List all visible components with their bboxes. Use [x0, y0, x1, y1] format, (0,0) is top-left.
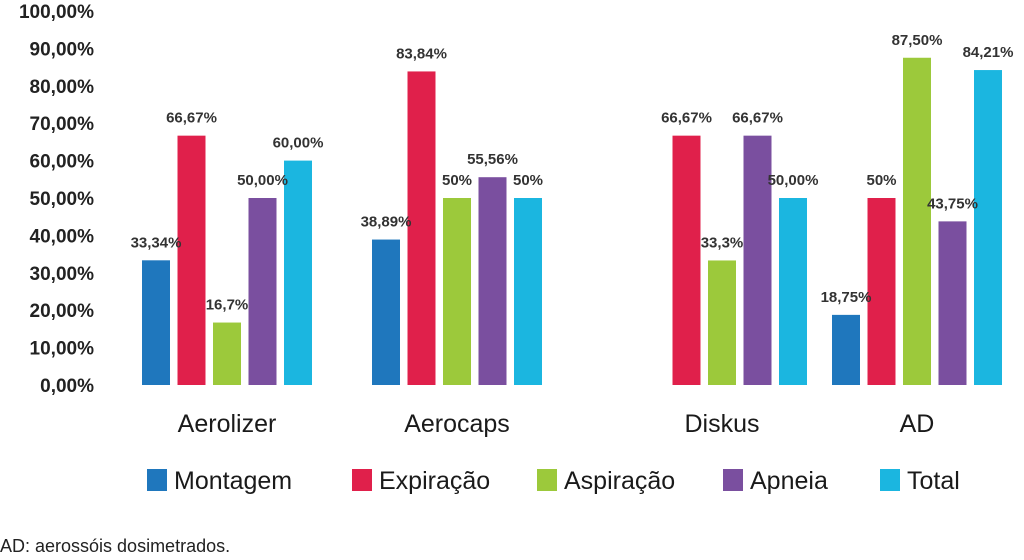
bar [443, 198, 471, 385]
data-label: 66,67% [166, 110, 217, 127]
bar [743, 135, 772, 385]
data-label: 50,00% [768, 172, 819, 189]
data-label: 38,89% [361, 214, 412, 231]
y-tick-label: 70,00% [30, 114, 95, 135]
data-label: 33,34% [131, 234, 182, 251]
data-label: 66,67% [732, 110, 783, 127]
data-label: 50% [513, 172, 543, 189]
y-tick-label: 80,00% [30, 77, 95, 98]
y-tick-label: 20,00% [30, 301, 95, 322]
legend-label: Aspiração [564, 467, 675, 495]
y-tick-label: 10,00% [30, 339, 95, 360]
y-tick-label: 50,00% [30, 189, 95, 210]
grouped-bar-chart: 0,00% 10,00% 20,00% 30,00% 40,00% 50,00% 60,00… [19, 2, 1014, 495]
legend: Montagem Expiração Aspiração Apneia Total [147, 467, 960, 495]
data-label: 66,67% [661, 110, 712, 127]
bar [142, 260, 170, 385]
bar [407, 71, 436, 385]
data-label: 83,84% [396, 45, 447, 62]
legend-swatch [723, 469, 743, 491]
legend-swatch [147, 469, 167, 491]
legend-label: Total [907, 467, 960, 495]
data-label: 18,75% [821, 289, 872, 306]
bar [974, 70, 1002, 386]
data-label: 55,56% [467, 151, 518, 168]
bar [832, 314, 860, 385]
bar [867, 198, 896, 385]
bar [514, 198, 542, 385]
data-label: 43,75% [927, 195, 978, 212]
bar [284, 160, 312, 385]
data-label: 60,00% [273, 135, 324, 152]
data-label: 50,00% [237, 172, 288, 189]
legend-swatch [880, 469, 900, 491]
y-tick-label: 100,00% [19, 2, 94, 23]
legend-label: Expiração [379, 467, 490, 495]
data-labels: 33,34% 38,89% 18,75% 66,67% 83,84% 66,67% 50% 1… [131, 32, 1014, 314]
data-label: 87,50% [892, 32, 943, 49]
data-label: 16,7% [206, 297, 249, 314]
bar [938, 221, 967, 385]
legend-label: Apneia [750, 467, 828, 495]
bar [672, 135, 701, 385]
bar [903, 57, 931, 385]
y-tick-label: 90,00% [30, 39, 95, 60]
y-tick-label: 60,00% [30, 152, 95, 173]
y-tick-label: 0,00% [40, 376, 94, 397]
bar [779, 198, 807, 385]
y-tick-label: 40,00% [30, 226, 95, 247]
category-label: Aerolizer [178, 410, 277, 438]
bar [372, 239, 400, 385]
category-labels: Aerolizer Aerocaps Diskus AD [178, 410, 935, 438]
category-label: Diskus [684, 410, 759, 438]
legend-swatch [352, 469, 372, 491]
legend-label: Montagem [174, 467, 292, 495]
bar [708, 260, 736, 385]
bar [478, 177, 507, 385]
bar [177, 135, 206, 385]
legend-swatch [537, 469, 557, 491]
bar [213, 322, 241, 385]
y-axis: 0,00% 10,00% 20,00% 30,00% 40,00% 50,00% 60,00… [19, 2, 94, 397]
caption: AD: aerossóis dosimetrados. [0, 536, 231, 556]
data-label: 33,3% [701, 234, 744, 251]
data-label: 50% [866, 172, 896, 189]
y-tick-label: 30,00% [30, 264, 95, 285]
data-label: 84,21% [963, 44, 1014, 61]
bar [248, 198, 277, 385]
data-label: 50% [442, 172, 472, 189]
bars [142, 57, 1002, 386]
category-label: AD [900, 410, 935, 438]
category-label: Aerocaps [404, 410, 510, 438]
